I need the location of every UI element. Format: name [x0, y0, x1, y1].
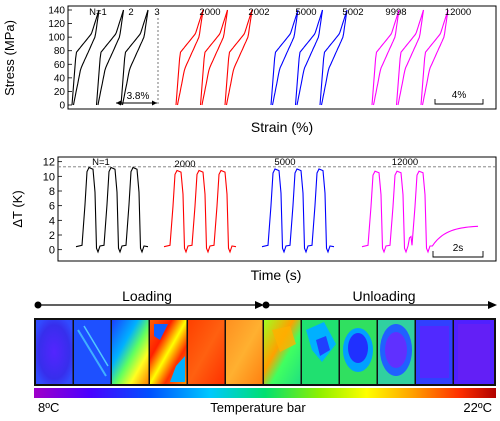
temp-y-tick-label: 0 [49, 245, 55, 257]
stress-unloading-curve [97, 9, 125, 106]
temp-label-n1: N=1 [92, 157, 110, 168]
stress-xlabel: Strain (%) [251, 119, 313, 135]
thermal-frames [36, 320, 494, 384]
label-n1: N=1 [89, 7, 107, 18]
label-3: 3 [154, 7, 159, 18]
loading-label: Loading [122, 288, 172, 304]
label-12000: 12000 [445, 7, 471, 18]
stress-loading-curve [319, 9, 348, 106]
thermal-cold-core [385, 332, 407, 368]
stress-y-tick-label: 140 [48, 6, 65, 17]
stress-unloading-curve [372, 9, 400, 106]
stress-y-tick-label: 0 [59, 101, 65, 112]
thermal-frame-3 [112, 320, 149, 384]
colorbar-min-label: 8ºC [38, 400, 59, 415]
temp-y-tick-label: 12 [43, 157, 55, 169]
thermal-cold-core [458, 324, 490, 380]
stress-y-tick-label: 20 [54, 87, 66, 98]
temp-y-tick-label: 8 [49, 186, 55, 198]
label-5002: 5002 [342, 7, 363, 18]
temperature-colorbar [34, 388, 496, 398]
scale-bar-2s [432, 251, 484, 258]
stress-loading-curve [71, 9, 100, 106]
temp-curve [75, 166, 149, 254]
temp-y-tick-label: 2 [49, 230, 55, 242]
temp-plot-frame [57, 156, 497, 262]
scale-bar-4pct-label: 4% [452, 90, 467, 101]
stress-y-tick-label: 120 [48, 19, 65, 30]
thermal-cold-core [316, 336, 330, 356]
stress-unloading-curve [320, 9, 348, 106]
scale-bar-4pct [434, 99, 484, 105]
thermal-cold-core [420, 326, 449, 378]
label-5000: 5000 [295, 7, 316, 18]
stress-unloading-curve [121, 9, 149, 106]
temp-y-ticks: 0 2 4 6 8 10 12 [43, 157, 62, 257]
stress-loading-curve [120, 9, 149, 106]
stress-unloading-curve [296, 9, 324, 106]
temp-curves [75, 166, 479, 254]
thermal-cool-spot [154, 324, 168, 340]
thermal-frame-6 [226, 320, 263, 384]
stress-unloading-curve [225, 9, 253, 106]
stress-unloading-curve [201, 9, 229, 106]
scale-bar-2s-label: 2s [453, 243, 464, 254]
stress-unloading-curve [271, 9, 299, 106]
thermal-frame-1-shade [36, 320, 73, 384]
stress-loading-curve [199, 9, 229, 106]
thermal-cold-core [348, 333, 368, 363]
stress-curves [71, 9, 449, 106]
stress-unloading-curve [72, 9, 100, 106]
stress-y-ticks: 0 20 40 60 80 100 120 140 [48, 6, 72, 112]
stress-loading-curve [270, 9, 299, 106]
thermal-frame-5 [188, 320, 225, 384]
temp-xlabel: Time (s) [251, 267, 302, 283]
stress-loading-curve [175, 9, 204, 106]
stress-loading-curve [395, 9, 425, 106]
loading-arrowhead [255, 301, 264, 309]
label-2000: 2000 [199, 7, 220, 18]
temp-label-12000: 12000 [392, 157, 418, 168]
arrowhead-left [116, 100, 121, 106]
stress-unloading-curve [397, 9, 425, 106]
colorbar-max-label: 22ºC [463, 400, 492, 415]
stress-y-tick-label: 60 [54, 60, 66, 71]
arrowhead-right [152, 100, 157, 106]
temp-curve [361, 170, 479, 254]
label-9998: 9998 [385, 7, 406, 18]
thermal-cool-spot [170, 356, 185, 382]
stress-y-tick-label: 80 [54, 46, 66, 57]
stress-loading-curve [224, 9, 253, 106]
temp-y-tick-label: 4 [49, 215, 55, 227]
temp-curve [261, 168, 335, 254]
thermal-warm-spot [272, 326, 296, 352]
thermal-band [83, 325, 109, 367]
unloading-arrowhead [488, 301, 497, 309]
colorbar-title: Temperature bar [210, 400, 306, 415]
stress-loading-curve [420, 9, 449, 106]
stress-y-tick-label: 40 [54, 73, 66, 84]
temp-ylabel: ΔT (K) [10, 190, 25, 227]
stress-unloading-curve [421, 9, 449, 106]
label-2: 2 [128, 7, 133, 18]
stress-loading-curve [95, 9, 125, 106]
stress-unloading-curve [176, 9, 204, 106]
stress-y-tick-label: 100 [48, 33, 65, 44]
temp-curve [163, 169, 237, 254]
unloading-label: Unloading [352, 288, 415, 304]
stress-loading-curve [294, 9, 324, 106]
label-2002: 2002 [248, 7, 269, 18]
strain-span-label: 3.8% [127, 91, 150, 102]
temp-label-2000: 2000 [174, 159, 195, 170]
stress-ylabel: Stress (MPa) [2, 20, 17, 96]
stress-loading-curve [371, 9, 400, 106]
temp-y-tick-label: 10 [43, 171, 55, 183]
temp-label-5000: 5000 [274, 157, 295, 168]
thermal-band [77, 329, 107, 377]
temp-y-tick-label: 6 [49, 201, 55, 213]
stress-plot-frame [67, 5, 497, 110]
